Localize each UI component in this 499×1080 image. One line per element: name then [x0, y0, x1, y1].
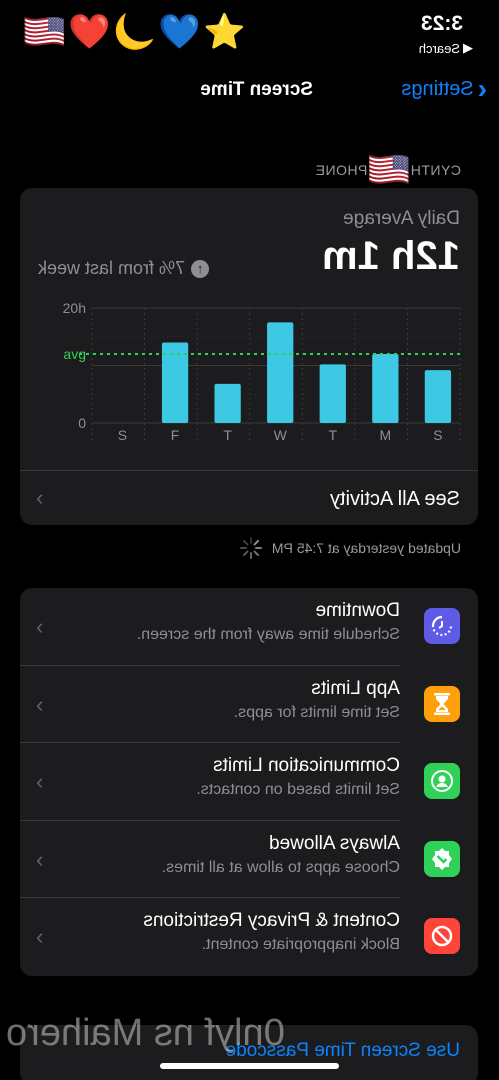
settings-back-button[interactable]: ‹ Settings [401, 73, 487, 104]
device-name-left: CYNTH [410, 162, 461, 178]
red-heart-emoji: ❤️ [68, 12, 111, 52]
chevron-right-icon: › [36, 485, 44, 510]
back-app-label: Search [418, 40, 460, 56]
usage-summary-card: Daily Average 12h 1m ↑ 7% from last week… [20, 188, 478, 525]
arrow-up-circle-icon: ↑ [191, 259, 210, 278]
settings-row-communication-limits[interactable]: Communication Limits Set limits based on … [20, 743, 478, 821]
row-subtitle: Set limits based on contacts. [196, 781, 400, 799]
usage-bar [267, 322, 294, 423]
device-name: CYNTH 🇺🇸 PHONE [315, 150, 461, 190]
usage-bar [372, 354, 399, 423]
contact-icon [424, 763, 460, 800]
x-tick-label: T [223, 427, 232, 443]
star-emoji: ⭐ [203, 12, 246, 52]
settings-row-always-allowed[interactable]: Always Allowed Choose apps to allow at al… [20, 821, 478, 899]
spinner-tick [242, 539, 249, 546]
see-all-activity-button[interactable]: See All Activity › [20, 470, 478, 525]
y-tick-label: 0 [78, 415, 86, 431]
row-subtitle: Block inappropriate content. [201, 936, 400, 954]
daily-usage-chart[interactable]: 20h avg 0 S M T W T F S [20, 293, 478, 463]
us-flag-emoji: 🇺🇸 [23, 12, 66, 52]
chevron-right-icon: › [36, 691, 44, 717]
row-subtitle: Choose apps to allow at all times. [161, 858, 400, 876]
x-tick-label: W [274, 427, 288, 443]
downtime-icon [424, 608, 460, 644]
avg-label: avg [63, 346, 86, 362]
settings-row-downtime[interactable]: Downtime Schedule time away from the scre… [20, 588, 478, 666]
blue-heart-emoji: 💙 [158, 12, 201, 52]
chevron-right-icon: › [36, 769, 44, 795]
row-title: Communication Limits [213, 755, 400, 777]
back-to-search[interactable]: ◀ Search [419, 40, 473, 56]
chevron-left-icon: ‹ [477, 73, 487, 104]
spinner-tick [249, 537, 252, 544]
spinner-tick [253, 539, 260, 546]
x-tick-label: F [171, 427, 180, 443]
usage-bar [214, 383, 241, 423]
x-tick-label: S [433, 427, 442, 443]
device-flag-emoji: 🇺🇸 [367, 150, 411, 190]
device-name-right: PHONE [315, 162, 368, 178]
back-triangle-icon: ◀ [463, 40, 473, 55]
spinner-tick [249, 552, 252, 559]
chevron-right-icon: › [36, 924, 44, 950]
emoji-row: ⭐ 💙 🌙 ❤️ 🇺🇸 [22, 12, 247, 52]
loading-spinner-icon [239, 537, 262, 559]
chevron-right-icon: › [36, 614, 44, 639]
weekly-change: ↑ 7% from last week [38, 258, 210, 279]
watermark-text: 0nlyf ns Maihero [6, 1012, 285, 1054]
updated-status: Updated yesterday at 7:45 PM [239, 537, 461, 559]
status-bar: 3:23 ◀ Search ⭐ 💙 🌙 ❤️ 🇺🇸 [0, 0, 499, 70]
usage-bar [161, 342, 189, 423]
updated-text: Updated yesterday at 7:45 PM [271, 540, 461, 556]
row-title: Downtime [315, 600, 400, 621]
x-tick-label: T [328, 427, 337, 443]
restriction-icon [424, 918, 460, 955]
y-tick-label: 20h [63, 300, 86, 316]
screen-time-settings-list: Downtime Schedule time away from the scre… [20, 588, 478, 976]
settings-back-label: Settings [401, 77, 474, 100]
row-subtitle: Schedule time away from the screen. [136, 626, 400, 643]
spinner-tick [239, 547, 247, 549]
daily-average-value: 12h 1m [322, 234, 460, 278]
x-tick-label: S [118, 427, 127, 443]
home-indicator[interactable] [160, 1063, 339, 1069]
daily-average-label: Daily Average [343, 208, 460, 229]
spinner-tick [242, 550, 249, 557]
spinner-tick [253, 550, 260, 557]
row-subtitle: Set time limits for apps. [233, 703, 400, 721]
chevron-right-icon: › [36, 846, 44, 872]
x-tick-label: M [380, 427, 392, 443]
page-title: Screen Time [200, 79, 313, 100]
weekly-change-text: 7% from last week [38, 258, 186, 278]
settings-row-app-limits[interactable]: App Limits Set time limits for apps. › [20, 666, 478, 744]
usage-bar [424, 370, 452, 423]
navigation-bar: ‹ Settings Screen Time [0, 70, 499, 110]
status-time: 3:23 [420, 12, 463, 35]
moon-emoji: 🌙 [113, 12, 156, 52]
row-title: App Limits [311, 677, 400, 699]
checkmark-badge-icon [424, 840, 460, 877]
settings-row-content-privacy-restrictions[interactable]: Content & Privacy Restrictions Block inap… [20, 898, 478, 976]
row-title: Content & Privacy Restrictions [143, 910, 400, 932]
see-all-activity-label: See All Activity [329, 488, 460, 510]
hourglass-icon [424, 685, 460, 722]
usage-bar [319, 364, 346, 423]
row-title: Always Allowed [269, 832, 400, 854]
spinner-tick [254, 547, 262, 549]
